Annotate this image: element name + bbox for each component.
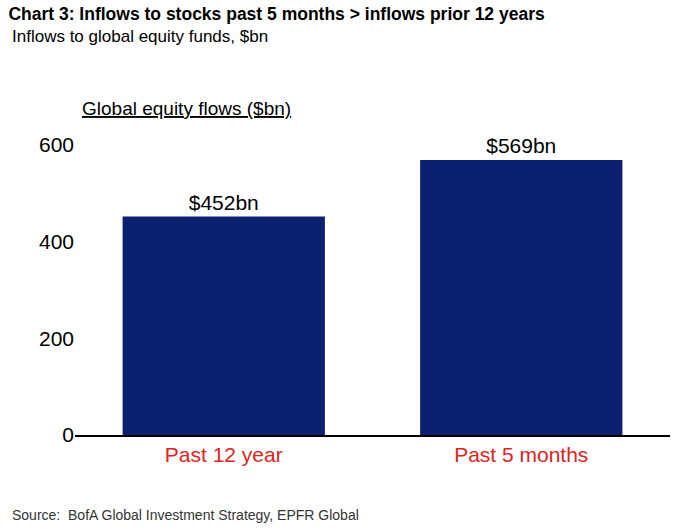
svg-text:$452bn: $452bn <box>189 191 259 214</box>
svg-text:0: 0 <box>62 423 74 446</box>
svg-text:Past 12 year: Past 12 year <box>165 443 283 466</box>
svg-text:Global equity flows ($bn): Global equity flows ($bn) <box>82 98 291 119</box>
svg-text:$569bn: $569bn <box>486 134 556 157</box>
svg-text:Source: BofA Global Investmen: Source: BofA Global Investment Strategy,… <box>12 507 359 523</box>
svg-text:Chart 3: Inflows to stocks pas: Chart 3: Inflows to stocks past 5 months… <box>8 4 545 24</box>
svg-text:Inflows to global equity funds: Inflows to global equity funds, $bn <box>12 27 268 46</box>
svg-text:600: 600 <box>39 133 74 156</box>
svg-text:Past 5 months: Past 5 months <box>454 443 588 466</box>
svg-text:200: 200 <box>39 327 74 350</box>
svg-text:400: 400 <box>39 230 74 253</box>
